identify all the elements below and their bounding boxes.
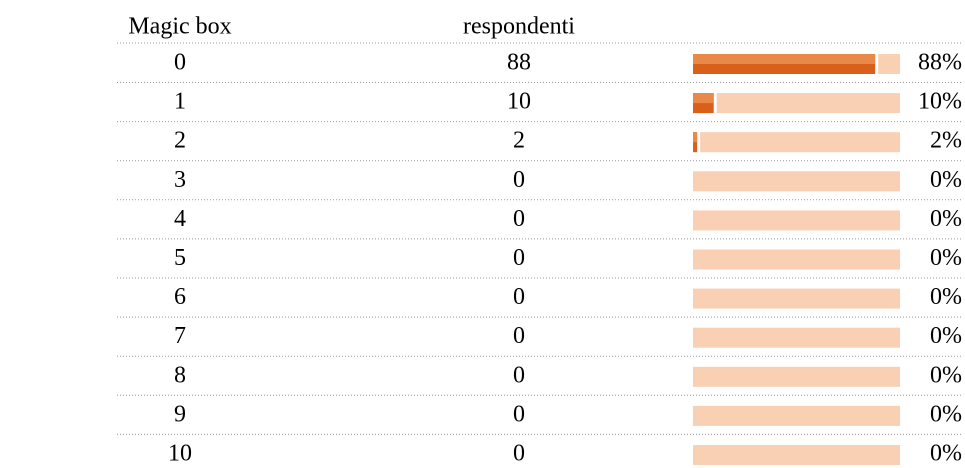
percent-bar-highlight <box>693 54 876 64</box>
row-percent: 2% <box>930 128 962 154</box>
row-percent: 0% <box>930 441 962 467</box>
row-percent: 0% <box>930 323 962 349</box>
row-percent: 0% <box>930 206 962 232</box>
header-count: respondenti <box>463 14 575 40</box>
percent-bar-track <box>693 405 900 426</box>
row-label: 3 <box>174 167 186 193</box>
header-label: Magic box <box>128 14 231 40</box>
row-percent: 0% <box>930 167 962 193</box>
row-label: 2 <box>174 128 186 154</box>
row-percent: 0% <box>930 362 962 388</box>
row-percent: 0% <box>930 284 962 310</box>
row-count: 0 <box>513 362 525 388</box>
row-percent: 88% <box>918 50 962 76</box>
row-label: 0 <box>174 50 186 76</box>
row-count: 2 <box>513 128 525 154</box>
row-count: 0 <box>513 441 525 467</box>
percent-bar-track <box>693 210 900 231</box>
percent-bar-track <box>716 93 900 114</box>
percent-bar-track <box>878 54 900 74</box>
percent-bar-highlight <box>693 93 714 104</box>
row-label: 9 <box>174 401 186 427</box>
row-label: 7 <box>174 323 186 349</box>
row-label: 4 <box>174 206 186 232</box>
row-label: 1 <box>174 89 186 115</box>
row-percent: 10% <box>918 89 962 115</box>
row-count: 0 <box>513 401 525 427</box>
row-count: 0 <box>513 323 525 349</box>
row-count: 88 <box>507 50 531 76</box>
row-count: 0 <box>513 167 525 193</box>
percent-bar-track <box>700 132 900 153</box>
percent-bar-highlight <box>693 132 698 143</box>
row-count: 0 <box>513 206 525 232</box>
percent-bar-track <box>693 249 900 270</box>
row-count: 10 <box>507 89 531 115</box>
row-label: 5 <box>174 245 186 271</box>
row-label: 6 <box>174 284 186 310</box>
percent-bar-track <box>693 445 900 465</box>
row-label: 10 <box>168 441 192 467</box>
percent-bar-track <box>693 327 900 348</box>
row-count: 0 <box>513 284 525 310</box>
percent-bar-track <box>693 288 900 309</box>
row-count: 0 <box>513 245 525 271</box>
row-percent: 0% <box>930 401 962 427</box>
percent-bar-track <box>693 171 900 192</box>
percent-bar-track <box>693 366 900 387</box>
row-label: 8 <box>174 362 186 388</box>
row-percent: 0% <box>930 245 962 271</box>
